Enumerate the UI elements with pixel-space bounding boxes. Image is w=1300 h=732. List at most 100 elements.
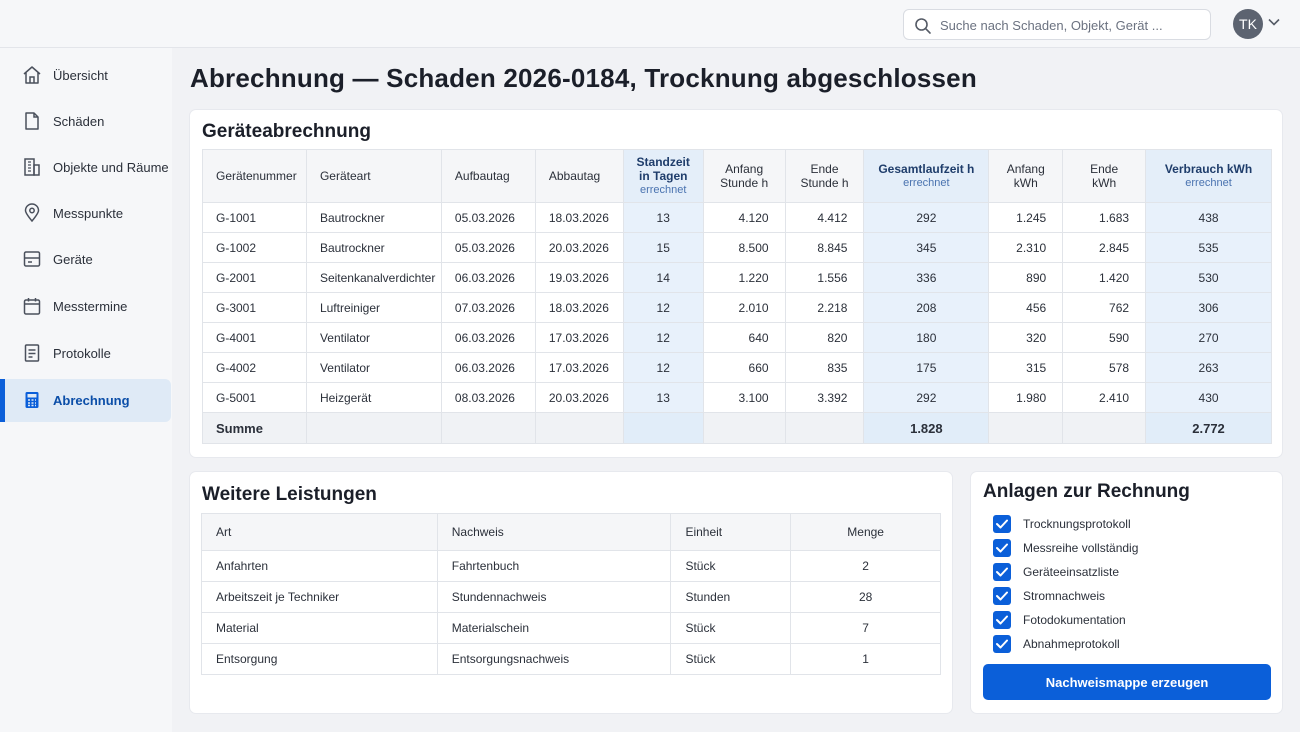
device-icon <box>23 251 41 267</box>
checkmark-icon <box>996 615 1008 625</box>
header-subtitle: errechnet <box>639 184 687 196</box>
table-row[interactable]: Material Materialschein Stück 7 <box>201 612 941 644</box>
checkbox[interactable] <box>993 539 1011 557</box>
header-line: Stunde h <box>720 176 769 190</box>
attachment-item[interactable]: Abnahmeprotokoll <box>993 632 1138 656</box>
cell-hstart: 660 <box>702 352 786 383</box>
attachment-item[interactable]: Stromnachweis <box>993 584 1138 608</box>
attachment-item[interactable]: Fotodokumentation <box>993 608 1138 632</box>
cell-kstart: 2.310 <box>988 232 1064 263</box>
cell-hstart: 4.120 <box>702 202 786 233</box>
column-header[interactable]: Art <box>201 513 438 551</box>
sidebar-item-protokolle[interactable]: Protokolle <box>0 332 171 375</box>
sidebar-item-schaeden[interactable]: Schäden <box>0 100 171 143</box>
header-line: Stunde h <box>800 176 849 190</box>
cell-qty: 1 <box>790 643 941 675</box>
sidebar-item-objekte[interactable]: Objekte und Räume <box>0 146 171 189</box>
column-header[interactable]: Gerätenummer <box>202 149 307 203</box>
cell-kstart: 1.980 <box>988 382 1064 413</box>
chevron-down-icon[interactable] <box>1268 18 1280 26</box>
column-header[interactable]: Gesamtlaufzeit h errechnet <box>863 149 990 203</box>
cell-days: 15 <box>622 232 704 263</box>
section-title: Anlagen zur Rechnung <box>983 481 1190 502</box>
table-row[interactable]: G-2001 Seitenkanalverdichter 06.03.2026 19.… <box>202 262 1272 293</box>
cell-hstart: 640 <box>702 322 786 353</box>
search-input[interactable] <box>940 15 1200 35</box>
attachment-item[interactable]: Geräteeinsatzliste <box>993 560 1138 584</box>
checkbox[interactable] <box>993 587 1011 605</box>
cell-unit: Stück <box>670 550 792 582</box>
sidebar-item-geraete[interactable]: Geräte <box>0 238 171 281</box>
column-header[interactable]: Anfang kWh <box>988 149 1064 203</box>
cell-nr: G-4001 <box>202 322 307 353</box>
cell-nr: G-4002 <box>202 352 307 383</box>
cell-days: 14 <box>622 262 704 293</box>
cell-cons: 438 <box>1145 202 1272 233</box>
checkmark-icon <box>996 639 1008 649</box>
generate-proof-folder-button[interactable]: Nachweismappe erzeugen <box>983 664 1271 700</box>
cell-qty: 2 <box>790 550 941 582</box>
column-header[interactable]: Einheit <box>670 513 792 551</box>
cell-type: Ventilator <box>305 352 442 383</box>
table-row[interactable]: G-4002 Ventilator 06.03.2026 17.03.2026 12 66… <box>202 352 1272 383</box>
sidebar-item-uebersicht[interactable]: Übersicht <box>0 54 171 97</box>
cell-art: Material <box>201 612 438 644</box>
sum-row: Summe 1.828 2.772 <box>202 412 1272 444</box>
checkbox[interactable] <box>993 563 1011 581</box>
sidebar-item-messtermine[interactable]: Messtermine <box>0 285 171 328</box>
table-row[interactable]: G-4001 Ventilator 06.03.2026 17.03.2026 12 64… <box>202 322 1272 353</box>
checkbox[interactable] <box>993 611 1011 629</box>
table-row[interactable]: Anfahrten Fahrtenbuch Stück 2 <box>201 550 941 582</box>
column-header[interactable]: Anfang Stunde h <box>702 149 786 203</box>
attachment-label: Stromnachweis <box>1023 589 1106 603</box>
sidebar-item-abrechnung[interactable]: Abrechnung <box>0 379 171 422</box>
header-subtitle: errechnet <box>1185 177 1232 189</box>
header-line: in Tagen <box>639 169 688 183</box>
table-row[interactable]: Entsorgung Entsorgungsnachweis Stück 1 <box>201 643 941 675</box>
building-icon <box>24 158 40 176</box>
column-header[interactable]: Menge <box>790 513 941 551</box>
checkmark-icon <box>996 591 1008 601</box>
avatar[interactable]: TK <box>1233 9 1263 39</box>
table-row[interactable]: G-3001 Luftreiniger 07.03.2026 18.03.2026 12… <box>202 292 1272 323</box>
cell-hend: 8.845 <box>784 232 865 263</box>
column-header[interactable]: Abbautag <box>534 149 624 203</box>
table-row[interactable]: Arbeitszeit je Techniker Stundennachweis S… <box>201 581 941 613</box>
cell-setup: 05.03.2026 <box>440 202 536 233</box>
cell-art: Anfahrten <box>201 550 438 582</box>
cell-kstart: 456 <box>988 292 1064 323</box>
column-header[interactable]: Verbrauch kWh errechnet <box>1145 149 1272 203</box>
table-row[interactable]: G-1002 Bautrockner 05.03.2026 20.03.2026 15 8… <box>202 232 1272 263</box>
column-header[interactable]: Nachweis <box>436 513 672 551</box>
table-row[interactable]: G-5001 Heizgerät 08.03.2026 20.03.2026 13 3.1… <box>202 382 1272 413</box>
column-header[interactable]: Ende Stunde h <box>784 149 865 203</box>
sum-label: Summe <box>202 412 307 444</box>
sidebar-item-messpunkte[interactable]: Messpunkte <box>0 192 171 235</box>
table-row[interactable]: G-1001 Bautrockner 05.03.2026 18.03.2026 13 4… <box>202 202 1272 233</box>
checkbox[interactable] <box>993 635 1011 653</box>
checkbox[interactable] <box>993 515 1011 533</box>
column-header[interactable]: Aufbautag <box>440 149 536 203</box>
cell-cons: 530 <box>1145 262 1272 293</box>
cell-hstart: 2.010 <box>702 292 786 323</box>
home-icon <box>23 66 41 84</box>
attachment-item[interactable]: Trocknungsprotokoll <box>993 512 1138 536</box>
cell-qty: 7 <box>790 612 941 644</box>
document-icon <box>25 112 39 130</box>
cell-type: Heizgerät <box>305 382 442 413</box>
attachment-item[interactable]: Messreihe vollständig <box>993 536 1138 560</box>
attachment-label: Fotodokumentation <box>1023 613 1126 627</box>
cell-proof: Materialschein <box>436 612 672 644</box>
column-header[interactable]: Standzeit in Tagen errechnet <box>622 149 704 203</box>
attachment-label: Trocknungsprotokoll <box>1023 517 1131 531</box>
cell-unit: Stück <box>670 612 792 644</box>
header-line: Ende <box>810 162 839 176</box>
cell-hstart: 3.100 <box>702 382 786 413</box>
sidebar-item-label: Abrechnung <box>53 393 130 408</box>
column-header[interactable]: Geräteart <box>305 149 442 203</box>
header-line: kWh <box>1013 176 1038 190</box>
table-cell <box>702 412 786 444</box>
search-box[interactable] <box>903 9 1211 40</box>
cell-unit: Stunden <box>670 581 792 613</box>
column-header[interactable]: Ende kWh <box>1062 149 1147 203</box>
